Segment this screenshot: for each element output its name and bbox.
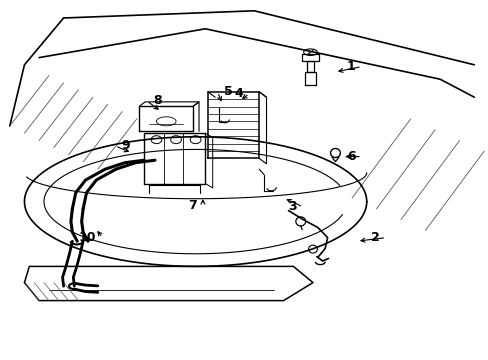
Text: 2: 2 [370, 231, 379, 244]
Text: 8: 8 [153, 94, 162, 107]
Text: 4: 4 [234, 87, 243, 100]
Text: 3: 3 [287, 201, 296, 213]
Text: 9: 9 [121, 139, 130, 152]
Text: 1: 1 [346, 60, 355, 73]
Text: 5: 5 [224, 85, 232, 98]
Text: 10: 10 [79, 231, 96, 244]
Text: 6: 6 [346, 150, 355, 163]
Text: 7: 7 [187, 199, 196, 212]
